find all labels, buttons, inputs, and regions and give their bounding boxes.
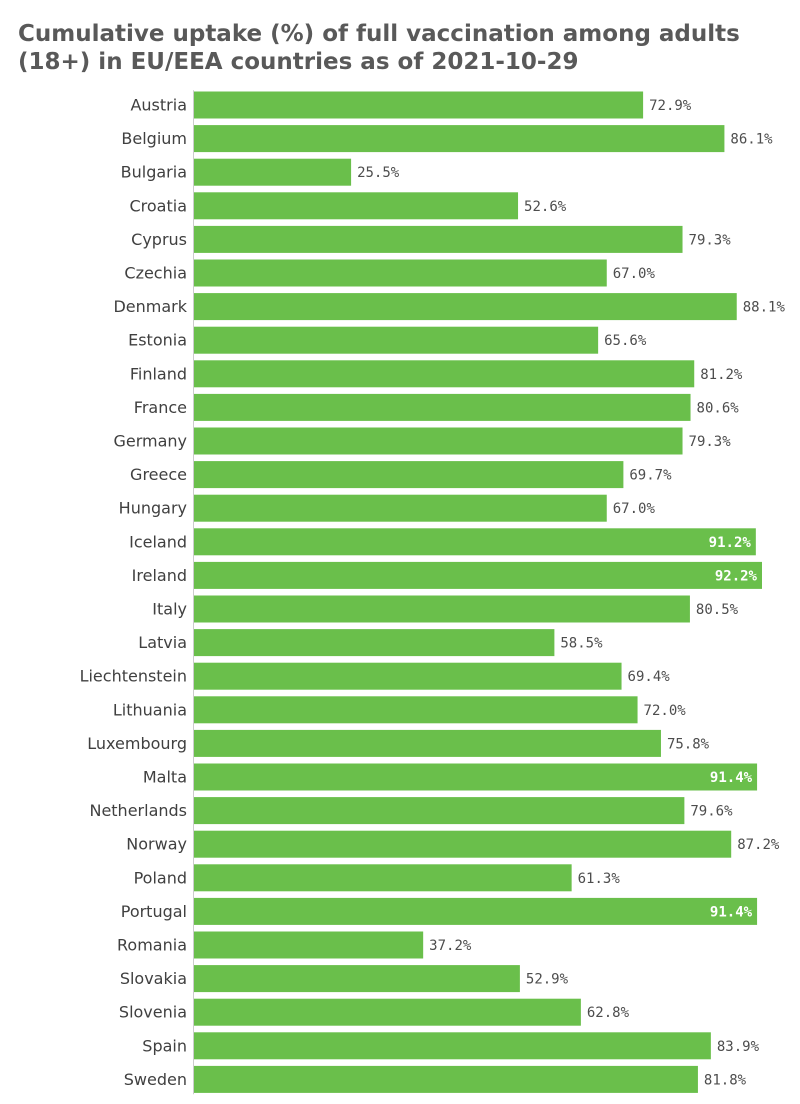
- data-label: 69.4%: [628, 669, 671, 685]
- bar-norway: [194, 830, 732, 858]
- category-label: Belgium: [121, 129, 187, 148]
- category-label: Poland: [134, 868, 187, 887]
- bar-latvia: [194, 629, 555, 657]
- category-label: Slovenia: [119, 1003, 187, 1022]
- bar-sweden: [194, 1065, 698, 1093]
- category-label: Croatia: [129, 196, 187, 215]
- data-label: 37.2%: [429, 938, 472, 954]
- data-label: 81.2%: [700, 367, 743, 383]
- data-label: 81.8%: [704, 1072, 747, 1088]
- data-label: 72.9%: [649, 98, 692, 114]
- data-label: 58.5%: [560, 636, 603, 652]
- category-label: Iceland: [129, 532, 187, 551]
- category-label: Germany: [113, 432, 187, 451]
- bar-denmark: [194, 293, 737, 321]
- category-label: Norway: [126, 835, 187, 854]
- category-label: Slovakia: [120, 969, 187, 988]
- category-label: France: [134, 398, 187, 417]
- bar-malta: [194, 763, 758, 791]
- data-label: 69.7%: [629, 468, 672, 484]
- data-label: 79.3%: [689, 232, 732, 248]
- data-label: 65.6%: [604, 333, 647, 349]
- data-label: 61.3%: [578, 871, 621, 887]
- data-label: 92.2%: [715, 568, 758, 584]
- category-label: Malta: [143, 768, 187, 787]
- bar-greece: [194, 461, 624, 489]
- bar-spain: [194, 1032, 711, 1060]
- bar-croatia: [194, 192, 519, 220]
- data-label: 52.9%: [526, 972, 569, 988]
- data-label: 62.8%: [587, 1005, 630, 1021]
- data-label: 72.0%: [644, 703, 687, 719]
- bar-czechia: [194, 259, 607, 287]
- category-label: Greece: [130, 465, 187, 484]
- category-label: Liechtenstein: [80, 667, 187, 686]
- bar-romania: [194, 931, 424, 959]
- category-label: Ireland: [132, 566, 187, 585]
- category-label: Latvia: [138, 633, 187, 652]
- category-label: Lithuania: [113, 700, 187, 719]
- bar-luxembourg: [194, 729, 661, 757]
- data-label: 25.5%: [357, 165, 400, 181]
- bar-bulgaria: [194, 158, 352, 186]
- category-label: Bulgaria: [121, 163, 187, 182]
- bar-cyprus: [194, 225, 683, 253]
- data-label: 79.6%: [690, 804, 733, 820]
- category-label: Czechia: [124, 264, 187, 283]
- category-label: Estonia: [128, 331, 187, 350]
- category-label: Portugal: [121, 902, 187, 921]
- data-label: 83.9%: [717, 1039, 760, 1055]
- bar-germany: [194, 427, 683, 455]
- data-label: 88.1%: [743, 300, 786, 316]
- bar-ireland: [194, 561, 762, 589]
- bar-slovakia: [194, 965, 520, 993]
- bar-belgium: [194, 125, 725, 153]
- data-label: 80.6%: [697, 400, 740, 416]
- data-label: 87.2%: [737, 837, 780, 853]
- category-label: Spain: [142, 1036, 187, 1055]
- category-label: Italy: [152, 600, 187, 619]
- category-label: Hungary: [119, 499, 187, 518]
- data-label: 52.6%: [524, 199, 567, 215]
- bar-netherlands: [194, 797, 685, 825]
- category-label: Sweden: [124, 1070, 187, 1089]
- bar-iceland: [194, 528, 756, 556]
- bar-france: [194, 393, 691, 421]
- bar-slovenia: [194, 998, 581, 1026]
- bar-italy: [194, 595, 690, 623]
- bar-estonia: [194, 326, 599, 354]
- data-label: 86.1%: [730, 132, 773, 148]
- bar-portugal: [194, 897, 758, 925]
- data-label: 91.4%: [710, 904, 753, 920]
- data-label: 91.2%: [709, 535, 752, 551]
- bar-lithuania: [194, 696, 638, 724]
- bar-poland: [194, 864, 572, 892]
- data-label: 67.0%: [613, 501, 656, 517]
- bar-austria: [194, 91, 644, 119]
- category-label: Austria: [130, 96, 187, 115]
- category-label: Romania: [117, 936, 187, 955]
- category-label: Finland: [130, 364, 187, 383]
- data-label: 75.8%: [667, 736, 710, 752]
- category-label: Luxembourg: [87, 734, 187, 753]
- bar-finland: [194, 360, 695, 388]
- category-label: Cyprus: [131, 230, 187, 249]
- category-label: Denmark: [113, 297, 187, 316]
- chart-title: Cumulative uptake (%) of full vaccinatio…: [18, 21, 740, 75]
- bar-liechtenstein: [194, 662, 622, 690]
- bar-hungary: [194, 494, 607, 522]
- data-label: 67.0%: [613, 266, 656, 282]
- data-label: 79.3%: [689, 434, 732, 450]
- category-label: Netherlands: [89, 801, 187, 820]
- data-label: 80.5%: [696, 602, 739, 618]
- data-label: 91.4%: [710, 770, 753, 786]
